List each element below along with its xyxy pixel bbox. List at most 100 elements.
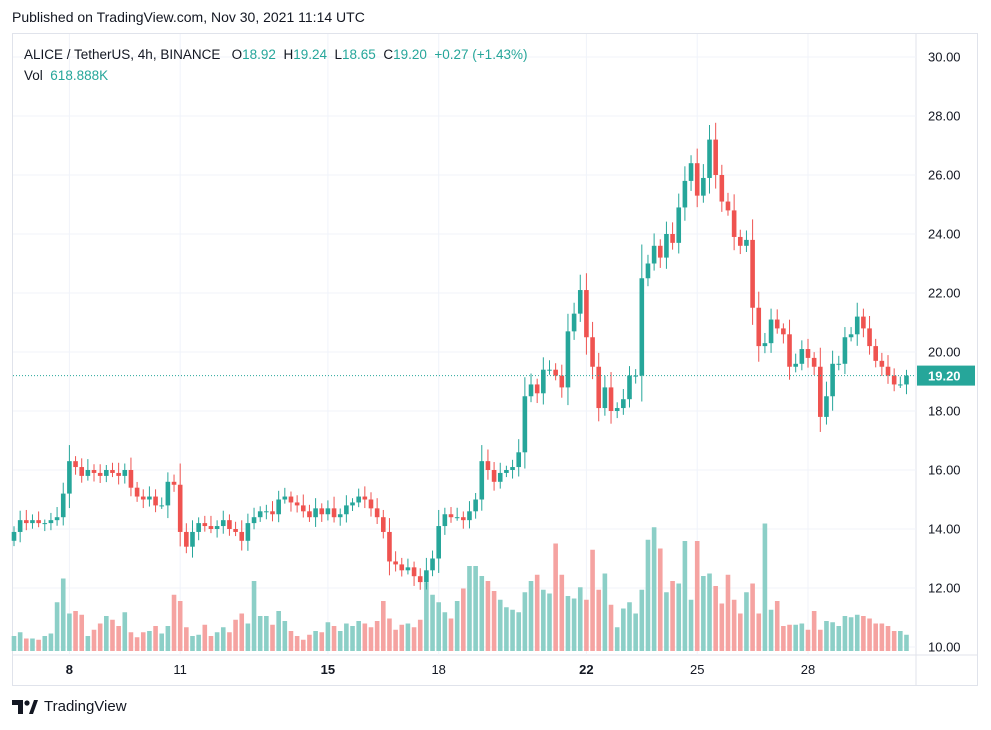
volume-bar xyxy=(651,527,657,651)
candle-body xyxy=(417,576,423,583)
candle-body xyxy=(227,520,232,529)
candle-body xyxy=(614,408,620,411)
volume-bar xyxy=(251,581,257,651)
candle-body xyxy=(36,520,41,524)
candle-body xyxy=(67,461,72,494)
candle-body xyxy=(664,234,669,258)
volume-bar xyxy=(337,631,343,651)
volume-bar xyxy=(854,614,860,651)
volume-bar xyxy=(54,602,60,651)
candle-body xyxy=(565,331,571,388)
candle-body xyxy=(122,470,128,476)
candle-body xyxy=(368,499,374,509)
candle-body xyxy=(670,234,675,243)
candle-body xyxy=(861,316,866,329)
volume-bar xyxy=(448,618,454,651)
volume-bar xyxy=(442,612,448,651)
candle-body xyxy=(516,452,522,468)
volume-bar xyxy=(374,621,380,651)
volume-bar xyxy=(257,616,263,651)
volume-row: Vol 618.888K xyxy=(24,65,527,86)
volume-bar xyxy=(405,623,411,651)
tradingview-brand[interactable]: TradingView xyxy=(12,698,127,715)
volume-bar xyxy=(85,636,91,651)
volume-bar xyxy=(571,598,577,651)
volume-bar xyxy=(824,621,829,651)
candle-body xyxy=(504,470,509,473)
candle-body xyxy=(682,180,688,208)
candle-body xyxy=(848,334,854,338)
symbol-title: ALICE / TetherUS, 4h, BINANCE xyxy=(24,47,221,62)
volume-bar xyxy=(177,601,183,651)
ohlc-row: ALICE / TetherUS, 4h, BINANCE O18.92 H19… xyxy=(24,44,527,65)
volume-bar xyxy=(24,638,29,651)
low-value: 18.65 xyxy=(342,47,376,62)
volume-bar xyxy=(424,582,429,651)
volume-bar xyxy=(614,627,620,651)
volume-bar xyxy=(467,566,472,651)
volume-bar xyxy=(307,634,312,651)
candle-body xyxy=(818,366,823,417)
candle-body xyxy=(756,307,762,347)
candle-body xyxy=(541,369,546,394)
candle-body xyxy=(190,531,195,547)
volume-bar xyxy=(842,616,848,651)
candle-body xyxy=(177,484,183,532)
x-tick-label: 11 xyxy=(173,662,187,677)
volume-bar xyxy=(122,612,128,651)
candle-body xyxy=(307,511,312,518)
candle-body xyxy=(510,467,515,470)
volume-bar xyxy=(276,611,281,651)
candle-body xyxy=(331,508,337,518)
y-tick-label: 10.00 xyxy=(928,640,961,655)
candle-body xyxy=(54,517,60,521)
volume-bar xyxy=(830,622,835,651)
volume-bar xyxy=(701,576,706,651)
candle-body xyxy=(202,523,208,527)
candle-body xyxy=(584,290,589,338)
candle-body xyxy=(571,313,577,332)
open-value: 18.92 xyxy=(242,47,276,62)
volume-bar xyxy=(36,639,41,651)
volume-bar xyxy=(313,631,318,651)
volume-bar xyxy=(719,603,725,651)
volume-bar xyxy=(362,623,368,651)
volume-bar xyxy=(534,574,540,651)
candle-body xyxy=(251,517,257,524)
candle-body xyxy=(17,520,23,532)
volume-bar xyxy=(818,629,823,651)
candle-body xyxy=(731,210,737,237)
candle-body xyxy=(288,496,294,503)
candle-body xyxy=(424,570,429,583)
volume-bar xyxy=(664,592,669,651)
candle-body xyxy=(762,343,768,347)
chart-frame[interactable] xyxy=(12,33,978,686)
volume-bar xyxy=(393,629,398,651)
candle-body xyxy=(737,236,743,246)
volume-bar xyxy=(639,589,645,651)
close-value: 19.20 xyxy=(393,47,427,62)
volume-bar xyxy=(147,631,152,651)
y-tick-label: 30.00 xyxy=(928,50,961,65)
volume-bar xyxy=(153,626,158,651)
candle-body xyxy=(645,263,651,279)
candle-body xyxy=(42,523,48,525)
high-label: H xyxy=(283,47,294,62)
candle-body xyxy=(264,511,269,513)
candle-body xyxy=(701,177,706,196)
candle-body xyxy=(497,472,503,482)
volume-bar xyxy=(891,631,897,651)
candle-body xyxy=(337,514,343,518)
volume-bar xyxy=(867,618,872,651)
volume-bar xyxy=(774,601,780,651)
candle-body xyxy=(208,526,214,529)
volume-bar xyxy=(430,594,435,651)
candle-body xyxy=(781,328,786,335)
volume-bar xyxy=(559,574,565,651)
volume-bar xyxy=(368,627,374,651)
volume-bar xyxy=(805,629,811,651)
volume-bar xyxy=(479,576,485,651)
volume-bar xyxy=(473,566,478,651)
y-tick-label: 14.00 xyxy=(928,522,961,537)
